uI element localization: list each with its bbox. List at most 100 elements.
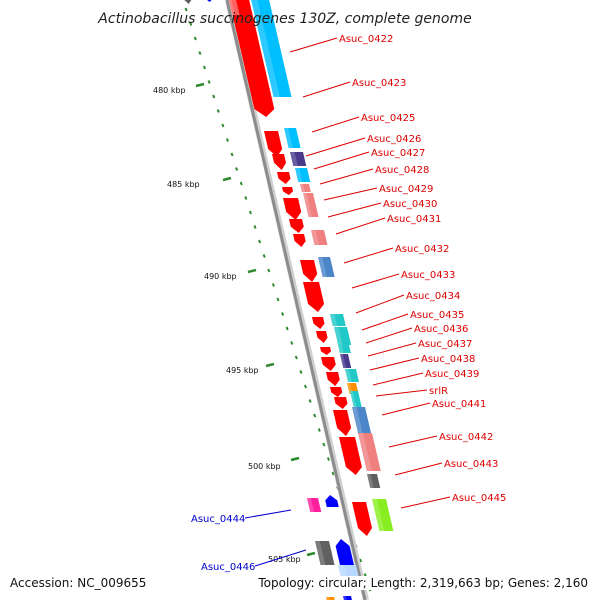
gene-block	[372, 499, 394, 531]
gene-label: Asuc_0429	[379, 184, 433, 195]
label-leader-line	[400, 496, 451, 509]
kbp-tick	[265, 362, 275, 368]
label-leader-line	[367, 342, 417, 357]
label-leader-line	[375, 389, 428, 397]
gene-block	[367, 474, 381, 488]
gene-label: Asuc_0434	[406, 291, 460, 302]
gene-arrow	[180, 0, 193, 4]
map-title: Actinobacillus succinogenes 130Z, comple…	[97, 11, 471, 27]
gene-arrow	[316, 331, 328, 343]
gene-block	[311, 230, 328, 245]
label-leader-line	[254, 549, 307, 567]
gene-arrow	[201, 0, 215, 2]
genome-backbone	[225, 0, 369, 600]
label-leader-line	[323, 187, 378, 201]
gene-block	[340, 354, 352, 368]
gene-label: Asuc_0445	[452, 493, 506, 504]
kbp-label: 485 kbp	[167, 180, 200, 189]
label-leader-line	[335, 217, 386, 235]
gene-arrow	[300, 260, 318, 282]
gene-block	[350, 391, 362, 407]
gene-arrow	[289, 219, 304, 233]
gene-label: Asuc_0446	[201, 562, 255, 573]
label-leader-line	[388, 435, 438, 448]
gene-block	[352, 407, 372, 435]
gene-arrow	[293, 234, 306, 247]
gene-label: Asuc_0428	[375, 165, 429, 176]
gene-label: Asuc_0423	[352, 78, 406, 89]
label-leader-lines	[244, 37, 451, 567]
gene-block	[307, 498, 322, 512]
gene-block	[330, 314, 346, 326]
kbp-tick	[290, 456, 300, 462]
gene-arrow	[326, 372, 340, 386]
kbp-tick	[222, 176, 232, 182]
gene-arrow	[228, 0, 275, 117]
gene-label: Asuc_0442	[439, 432, 493, 443]
gene-block	[284, 128, 301, 148]
gene-arrow	[312, 317, 325, 329]
gene-arrow	[334, 397, 348, 409]
gene-arrow	[333, 410, 352, 436]
gene-arrow-reverse	[325, 495, 339, 507]
gene-labels: Asuc_0422 Asuc_0423 Asuc_0425 Asuc_0426 Asuc…	[191, 34, 506, 573]
kbp-label: 495 kbp	[226, 366, 259, 375]
gene-arrow	[320, 347, 332, 355]
label-leader-line	[305, 137, 366, 157]
gene-arrow	[277, 172, 291, 184]
gene-block	[250, 0, 292, 97]
gene-label: Asuc_0437	[418, 339, 472, 350]
gene-label: Asuc_0439	[425, 369, 479, 380]
gene-label: Asuc_0435	[410, 310, 464, 321]
gene-label: Asuc_0443	[444, 459, 498, 470]
kbp-tick	[306, 551, 316, 557]
label-leader-line	[289, 37, 338, 53]
gene-label: Asuc_0422	[339, 34, 393, 45]
gene-label: Asuc_0441	[432, 399, 486, 410]
gene-block	[228, 0, 240, 15]
kbp-tick	[247, 268, 257, 274]
label-leader-line	[351, 273, 400, 289]
gene-label: Asuc_0426	[367, 134, 421, 145]
gene-label: srlR	[429, 386, 448, 397]
label-leader-line	[372, 372, 424, 386]
label-leader-line	[381, 402, 431, 416]
gene-arrow	[321, 357, 336, 371]
gene-label: Asuc_0425	[361, 113, 415, 124]
ruler: 480 kbp 485 kbp 490 kbp 495 kbp 500 kbp 505 k…	[153, 82, 316, 564]
gene-block	[338, 345, 351, 353]
gene-arrow	[339, 437, 362, 475]
label-leader-line	[365, 327, 413, 344]
gene-block	[343, 596, 353, 600]
label-leader-line	[244, 509, 292, 519]
gene-block	[334, 327, 352, 345]
label-leader-line	[313, 151, 370, 170]
label-leader-line	[361, 313, 409, 331]
label-leader-line	[369, 357, 420, 371]
gene-block	[295, 168, 311, 182]
label-leader-line	[355, 294, 405, 314]
gene-block	[345, 369, 360, 382]
gene-block	[303, 193, 319, 217]
gene-arrow	[303, 282, 325, 312]
gene-arrow	[283, 198, 302, 220]
gene-arrow	[330, 387, 343, 397]
gene-block	[326, 597, 336, 600]
accession-text: Accession: NC_009655	[8, 576, 149, 590]
gene-block	[300, 184, 311, 192]
label-leader-line	[343, 247, 394, 264]
gene-label: Asuc_0427	[371, 148, 425, 159]
label-leader-line	[394, 462, 443, 476]
gene-label: Asuc_0430	[383, 199, 437, 210]
gene-arrow	[264, 131, 283, 157]
gene-label: Asuc_0433	[401, 270, 455, 281]
gene-arrow-reverse	[335, 539, 355, 565]
gene-arrow	[352, 502, 373, 536]
kbp-label: 480 kbp	[153, 86, 186, 95]
gene-block	[358, 433, 381, 471]
label-leader-line	[319, 168, 374, 185]
gene-block	[290, 152, 307, 166]
kbp-label: 505 kbp	[268, 555, 301, 564]
gene-label: Asuc_0436	[414, 324, 468, 335]
